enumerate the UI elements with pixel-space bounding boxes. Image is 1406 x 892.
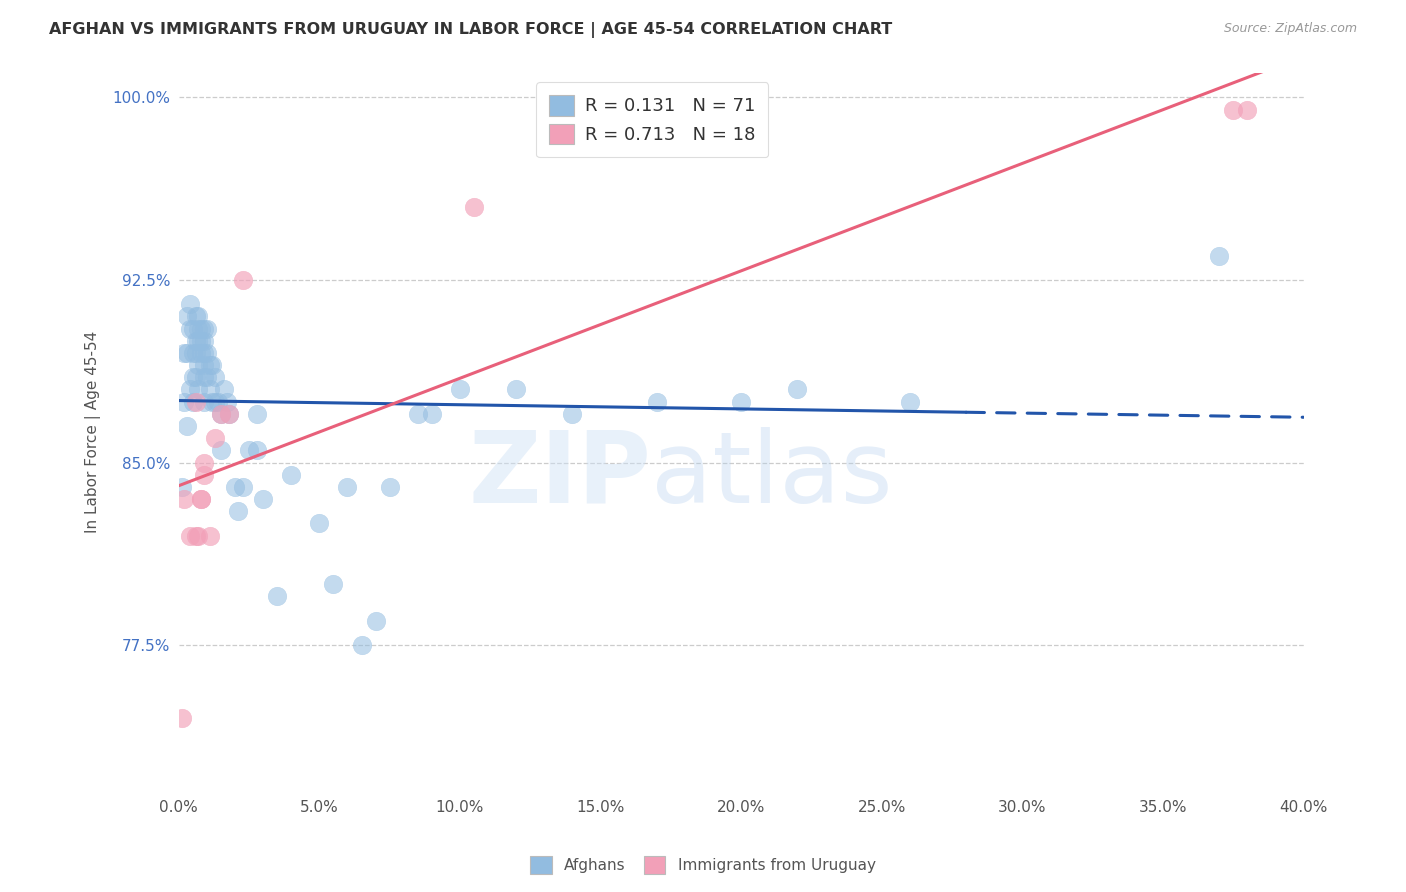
Point <box>184 334 207 348</box>
Point <box>350 638 373 652</box>
Point <box>201 358 224 372</box>
Point <box>204 370 226 384</box>
Point <box>463 200 485 214</box>
Point <box>212 383 235 397</box>
Point <box>209 407 232 421</box>
Text: ZIP: ZIP <box>468 426 651 524</box>
Point <box>246 407 269 421</box>
Point <box>336 480 359 494</box>
Point <box>190 491 212 506</box>
Point <box>176 346 198 360</box>
Point <box>232 273 254 287</box>
Point <box>193 456 215 470</box>
Point <box>204 431 226 445</box>
Point <box>1208 249 1230 263</box>
Point <box>190 346 212 360</box>
Point <box>184 394 207 409</box>
Point <box>170 480 193 494</box>
Point <box>179 528 201 542</box>
Point <box>198 383 221 397</box>
Point <box>198 528 221 542</box>
Point <box>181 370 204 384</box>
Point <box>187 528 209 542</box>
Point <box>252 491 274 506</box>
Point <box>173 491 195 506</box>
Point <box>218 407 240 421</box>
Point <box>193 321 215 335</box>
Point <box>193 394 215 409</box>
Point <box>193 346 215 360</box>
Point <box>181 346 204 360</box>
Point <box>280 467 302 482</box>
Point <box>170 711 193 725</box>
Point <box>561 407 583 421</box>
Point <box>1222 103 1244 117</box>
Point <box>184 370 207 384</box>
Point <box>218 407 240 421</box>
Point <box>187 310 209 324</box>
Point <box>505 383 527 397</box>
Point <box>645 394 668 409</box>
Point <box>184 346 207 360</box>
Point <box>190 321 212 335</box>
Point <box>364 614 387 628</box>
Point <box>179 297 201 311</box>
Legend: Afghans, Immigrants from Uruguay: Afghans, Immigrants from Uruguay <box>524 850 882 880</box>
Point <box>406 407 429 421</box>
Y-axis label: In Labor Force | Age 45-54: In Labor Force | Age 45-54 <box>86 331 101 533</box>
Point <box>226 504 249 518</box>
Point <box>193 467 215 482</box>
Point <box>449 383 471 397</box>
Point <box>193 370 215 384</box>
Point <box>193 334 215 348</box>
Point <box>266 590 288 604</box>
Point <box>420 407 443 421</box>
Point <box>201 394 224 409</box>
Point <box>195 370 218 384</box>
Point <box>209 443 232 458</box>
Point <box>187 358 209 372</box>
Point <box>187 334 209 348</box>
Legend: R = 0.131   N = 71, R = 0.713   N = 18: R = 0.131 N = 71, R = 0.713 N = 18 <box>537 82 768 157</box>
Text: atlas: atlas <box>651 426 893 524</box>
Point <box>322 577 344 591</box>
Point <box>238 443 260 458</box>
Point <box>195 346 218 360</box>
Point <box>246 443 269 458</box>
Point <box>176 310 198 324</box>
Point <box>215 394 238 409</box>
Text: Source: ZipAtlas.com: Source: ZipAtlas.com <box>1223 22 1357 36</box>
Point <box>187 383 209 397</box>
Point <box>195 321 218 335</box>
Point <box>308 516 330 531</box>
Point <box>179 383 201 397</box>
Point <box>184 310 207 324</box>
Point <box>209 407 232 421</box>
Point <box>173 394 195 409</box>
Point <box>173 346 195 360</box>
Point <box>207 394 229 409</box>
Point <box>181 394 204 409</box>
Point <box>176 419 198 434</box>
Point <box>730 394 752 409</box>
Point <box>184 528 207 542</box>
Point <box>204 394 226 409</box>
Point <box>198 358 221 372</box>
Point <box>193 358 215 372</box>
Text: AFGHAN VS IMMIGRANTS FROM URUGUAY IN LABOR FORCE | AGE 45-54 CORRELATION CHART: AFGHAN VS IMMIGRANTS FROM URUGUAY IN LAB… <box>49 22 893 38</box>
Point <box>898 394 921 409</box>
Point <box>378 480 401 494</box>
Point <box>187 321 209 335</box>
Point <box>179 321 201 335</box>
Point <box>190 334 212 348</box>
Point <box>190 491 212 506</box>
Point <box>1236 103 1258 117</box>
Point <box>224 480 246 494</box>
Point <box>232 480 254 494</box>
Point <box>181 321 204 335</box>
Point <box>786 383 808 397</box>
